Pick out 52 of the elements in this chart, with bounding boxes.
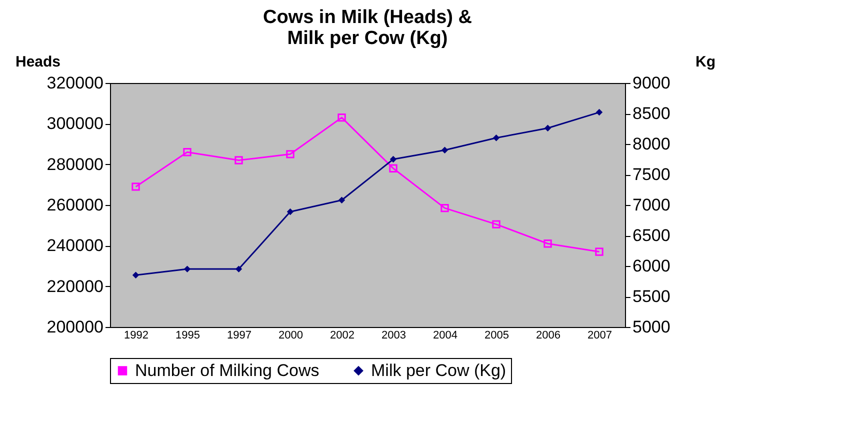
point [544,240,552,248]
point [595,248,604,256]
point [492,134,500,142]
point [441,146,448,154]
x-tick-label: 1992 [124,330,148,342]
x-tick-label: 1997 [227,330,252,342]
y2-axis-title: Kg [696,54,716,70]
text: Milk per Cow (Kg) [287,28,448,49]
x-tick-label: 2007 [588,330,612,342]
x-tick-label: 1995 [176,330,200,342]
point [132,272,140,279]
point [184,266,191,272]
x-tick-label: 2006 [536,330,560,342]
point [596,108,603,116]
point [440,204,449,212]
y-tick-label: 300000 [46,114,104,134]
y-tick-label: 200000 [46,318,104,336]
text: Cows in Milk (Heads) & [262,7,472,28]
y-axis-title: Heads [16,54,61,70]
point [286,208,294,216]
y2-tick-label: 6500 [632,226,670,245]
point [389,164,398,173]
point [235,266,242,272]
legend-label: Number of Milking Cows [135,360,320,380]
point [286,150,294,158]
y-tick-label: 320000 [46,74,104,92]
y2-tick-label: 8000 [632,134,670,154]
x-tick-label: 2004 [433,330,458,342]
y2-tick-label: 6000 [632,256,670,276]
y2-tick-label: 7000 [632,196,670,214]
y-tick-label: 280000 [46,154,104,174]
x-tick-label: 2003 [382,330,406,342]
y2-tick-label: 5000 [632,318,670,336]
legend-label: Milk per Cow (Kg) [371,360,506,380]
x-tick-label: 2000 [278,330,303,342]
point [183,148,192,156]
point [544,124,552,132]
y2-tick-label: 7500 [632,165,670,184]
y2-tick-label: 5500 [632,287,670,306]
x-tick-label: 2005 [484,330,509,342]
point [338,196,346,204]
y2-tick-label: 9000 [632,74,670,92]
point [234,156,243,164]
point [390,156,397,163]
x-tick-label: 2002 [330,330,354,342]
point [338,113,346,122]
y-tick-label: 220000 [46,276,104,296]
point [132,182,140,191]
y-tick-label: 260000 [46,196,104,214]
point [492,220,500,228]
y2-tick-label: 8500 [632,104,670,123]
y-tick-label: 240000 [46,236,104,256]
